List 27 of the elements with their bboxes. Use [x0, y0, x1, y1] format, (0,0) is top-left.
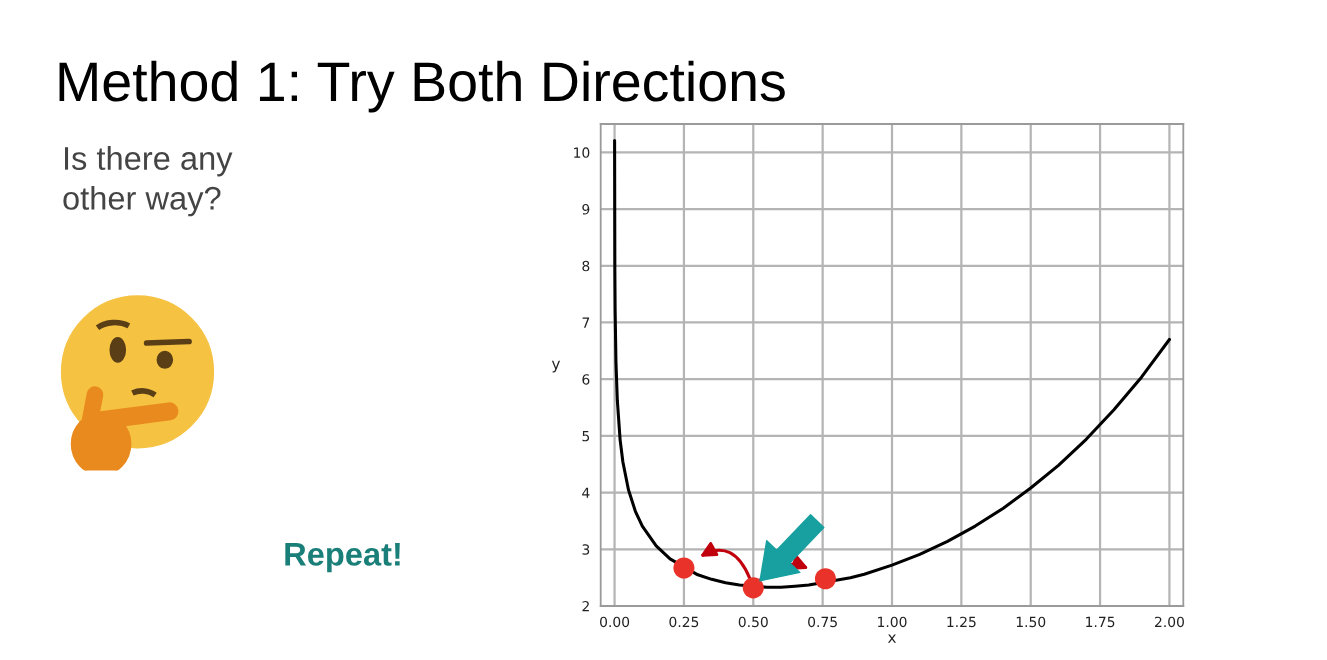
x-tick-label: 0.00: [600, 616, 630, 628]
point: [742, 577, 764, 599]
y-tick-label: 2: [582, 600, 589, 612]
text: Is there any other way?: [63, 146, 233, 217]
y-tick-label: 6: [582, 374, 590, 385]
chart-title: Method 1: Try Both Directions: [59, 60, 785, 113]
y-tick-label: 10: [574, 147, 590, 158]
y-tick-label: 3: [582, 544, 590, 555]
x-tick-label: 1.00: [878, 616, 907, 628]
point: [673, 557, 695, 579]
x-axis-title: x: [887, 634, 897, 643]
x-tick-label: 1.50: [1016, 616, 1046, 628]
y-tick-label: 8: [582, 260, 590, 272]
x-tick-label: 0.25: [669, 616, 699, 628]
y-axis-title: y: [551, 360, 561, 373]
y-tick-label: 5: [582, 431, 590, 442]
y-tick-label: 9: [582, 204, 590, 215]
text: Repeat!: [285, 542, 400, 573]
point: [814, 568, 836, 590]
x-tick-label: 1.25: [947, 616, 976, 628]
x-tick-label: 1.75: [1086, 616, 1115, 628]
x-tick-label: 0.50: [738, 616, 768, 628]
line-series: [613, 138, 1171, 589]
y-tick-label: 4: [582, 487, 590, 498]
x-tick-label: 2.00: [1154, 616, 1184, 628]
x-tick-label: 0.75: [808, 616, 837, 628]
y-tick-label: 7: [582, 317, 590, 328]
